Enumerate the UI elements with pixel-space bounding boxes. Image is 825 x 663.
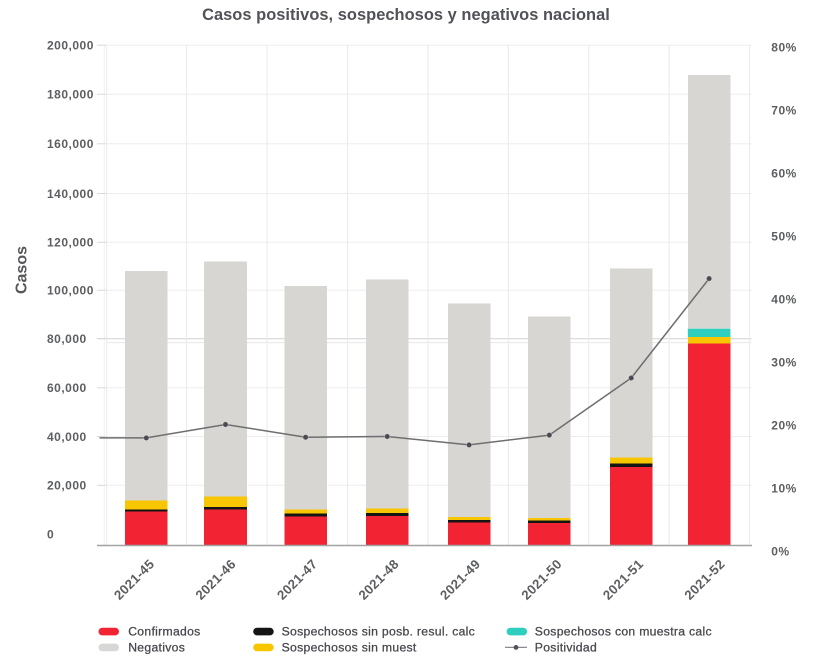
svg-text:0%: 0% [771,544,789,558]
svg-text:0: 0 [47,528,54,542]
svg-text:50%: 50% [771,229,797,243]
svg-text:20%: 20% [771,418,797,432]
svg-text:Positividad: Positividad [535,641,597,655]
svg-text:Casos positivos, sospechosos y: Casos positivos, sospechosos y negativos… [202,6,610,24]
svg-text:200,000: 200,000 [47,39,94,53]
svg-text:Negativos: Negativos [128,641,185,655]
svg-text:60,000: 60,000 [47,381,87,395]
svg-text:80%: 80% [771,40,797,54]
svg-text:70%: 70% [771,103,797,117]
svg-text:30%: 30% [771,355,797,369]
svg-text:Sospechosos sin posb. resul. c: Sospechosos sin posb. resul. calc [282,625,476,639]
svg-text:40%: 40% [771,292,797,306]
svg-text:80,000: 80,000 [47,332,87,346]
svg-text:100,000: 100,000 [47,284,94,298]
svg-text:20,000: 20,000 [47,479,87,493]
svg-text:Sospechosos con muestra calc: Sospechosos con muestra calc [535,625,712,639]
svg-text:120,000: 120,000 [47,236,94,250]
svg-text:140,000: 140,000 [47,187,94,201]
svg-text:Sospechosos sin muest: Sospechosos sin muest [282,641,417,655]
svg-text:Confirmados: Confirmados [128,625,200,639]
svg-text:Casos: Casos [13,246,30,294]
svg-text:180,000: 180,000 [47,88,94,102]
svg-text:60%: 60% [771,166,797,180]
svg-text:40,000: 40,000 [47,430,87,444]
svg-text:10%: 10% [771,481,797,495]
svg-text:160,000: 160,000 [47,137,94,151]
